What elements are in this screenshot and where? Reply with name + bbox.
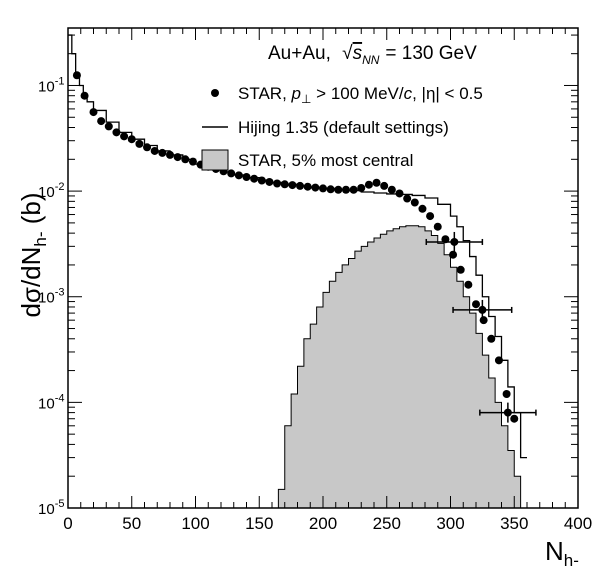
legend-label-hijing: Hijing 1.35 (default settings) [238, 118, 449, 137]
star-data-point [403, 194, 412, 203]
star-data-point [487, 334, 496, 343]
star-data-point [410, 198, 419, 207]
x-tick-label: 100 [181, 514, 209, 533]
legend: STAR, p⊥ > 100 MeV/c, |η| < 0.5 Hijing 1… [201, 84, 483, 171]
star-data-point [227, 169, 236, 178]
star-data-point [150, 146, 159, 155]
error-bar-marker [478, 305, 487, 314]
x-tick-label: 0 [63, 514, 72, 533]
star-data-point [387, 185, 396, 194]
star-data-point [349, 185, 358, 194]
legend-marker-star-points [211, 89, 219, 97]
star-data-point [80, 91, 89, 100]
x-tick-label: 50 [122, 514, 141, 533]
star-data-point [143, 143, 152, 152]
x-tick-label: 300 [436, 514, 464, 533]
star-points-layer [72, 71, 537, 423]
y-tick-label: 10-5 [38, 498, 64, 518]
error-bar-marker [503, 408, 512, 417]
star-data-point [319, 184, 327, 193]
star-data-point [426, 212, 435, 221]
y-tick-label: 10-4 [38, 392, 64, 412]
star-data-point [364, 180, 373, 189]
central-histogram-layer [272, 225, 527, 509]
star-data-point [127, 135, 136, 144]
star-data-point [288, 181, 297, 190]
star-data-point [418, 204, 427, 213]
legend-label-star-points: STAR, p⊥ > 100 MeV/c, |η| < 0.5 [238, 84, 483, 106]
star-data-point [449, 250, 458, 259]
legend-marker-central-box [201, 149, 229, 171]
y-tick-label: 10-3 [38, 287, 64, 307]
star-data-point [120, 132, 129, 141]
star-data-point [311, 183, 320, 192]
y-axis-title: dσ/dNh- (b) [16, 192, 50, 317]
star-data-point [242, 172, 251, 181]
error-bar-point [479, 402, 537, 423]
star-data-point [104, 122, 113, 131]
star-data-point [173, 153, 182, 162]
axes: 0 50 100 150 200 250 300 350 400 10-5 10-4 10-3 10-2… [38, 27, 592, 533]
star-data-point [273, 179, 282, 188]
star-data-point [296, 181, 305, 190]
x-tick-label: 200 [309, 514, 337, 533]
x-tick-label: 400 [564, 514, 592, 533]
star-data-point [395, 189, 404, 198]
star-data-point [181, 155, 190, 164]
star-data-point [372, 178, 381, 187]
star-data-point [250, 174, 259, 183]
star-data-point [112, 128, 121, 137]
error-bar-point [425, 231, 484, 252]
y-tick-label: 10-2 [38, 181, 64, 201]
star-data-point [234, 171, 243, 180]
legend-label-central: STAR, 5% most central [238, 151, 413, 170]
star-data-point [280, 180, 289, 189]
star-data-point [188, 157, 197, 166]
star-data-point [472, 300, 480, 309]
star-data-point [456, 265, 465, 274]
star-data-point [334, 185, 343, 194]
star-data-point [166, 150, 174, 159]
x-tick-label: 150 [245, 514, 273, 533]
star-data-point [326, 185, 335, 194]
star-data-point [502, 390, 511, 399]
star-data-point [265, 177, 274, 186]
chart-title: Au+Au, √sNN = 130 GeV [268, 43, 477, 67]
star-data-point [464, 280, 473, 289]
star-data-point [72, 71, 81, 80]
x-tick-label: 350 [500, 514, 528, 533]
y-tick-label: 10-1 [38, 75, 64, 95]
star-data-point [357, 183, 366, 192]
error-bar-point [452, 299, 513, 320]
star-data-point [380, 181, 389, 190]
star-data-point [510, 414, 519, 423]
star-data-point [89, 108, 98, 117]
error-bar-marker [450, 237, 459, 246]
star-data-point [257, 176, 266, 185]
star-data-point [433, 222, 442, 231]
central-histogram [272, 225, 527, 509]
star-data-point [135, 139, 144, 148]
x-axis-title: Nh- [545, 536, 579, 570]
star-data-point [494, 356, 503, 365]
star-data-point [97, 117, 106, 126]
star-data-point [479, 316, 488, 325]
star-data-point [341, 185, 350, 194]
x-tick-label: 250 [373, 514, 401, 533]
star-data-point [303, 182, 312, 191]
star-data-point [158, 148, 167, 157]
